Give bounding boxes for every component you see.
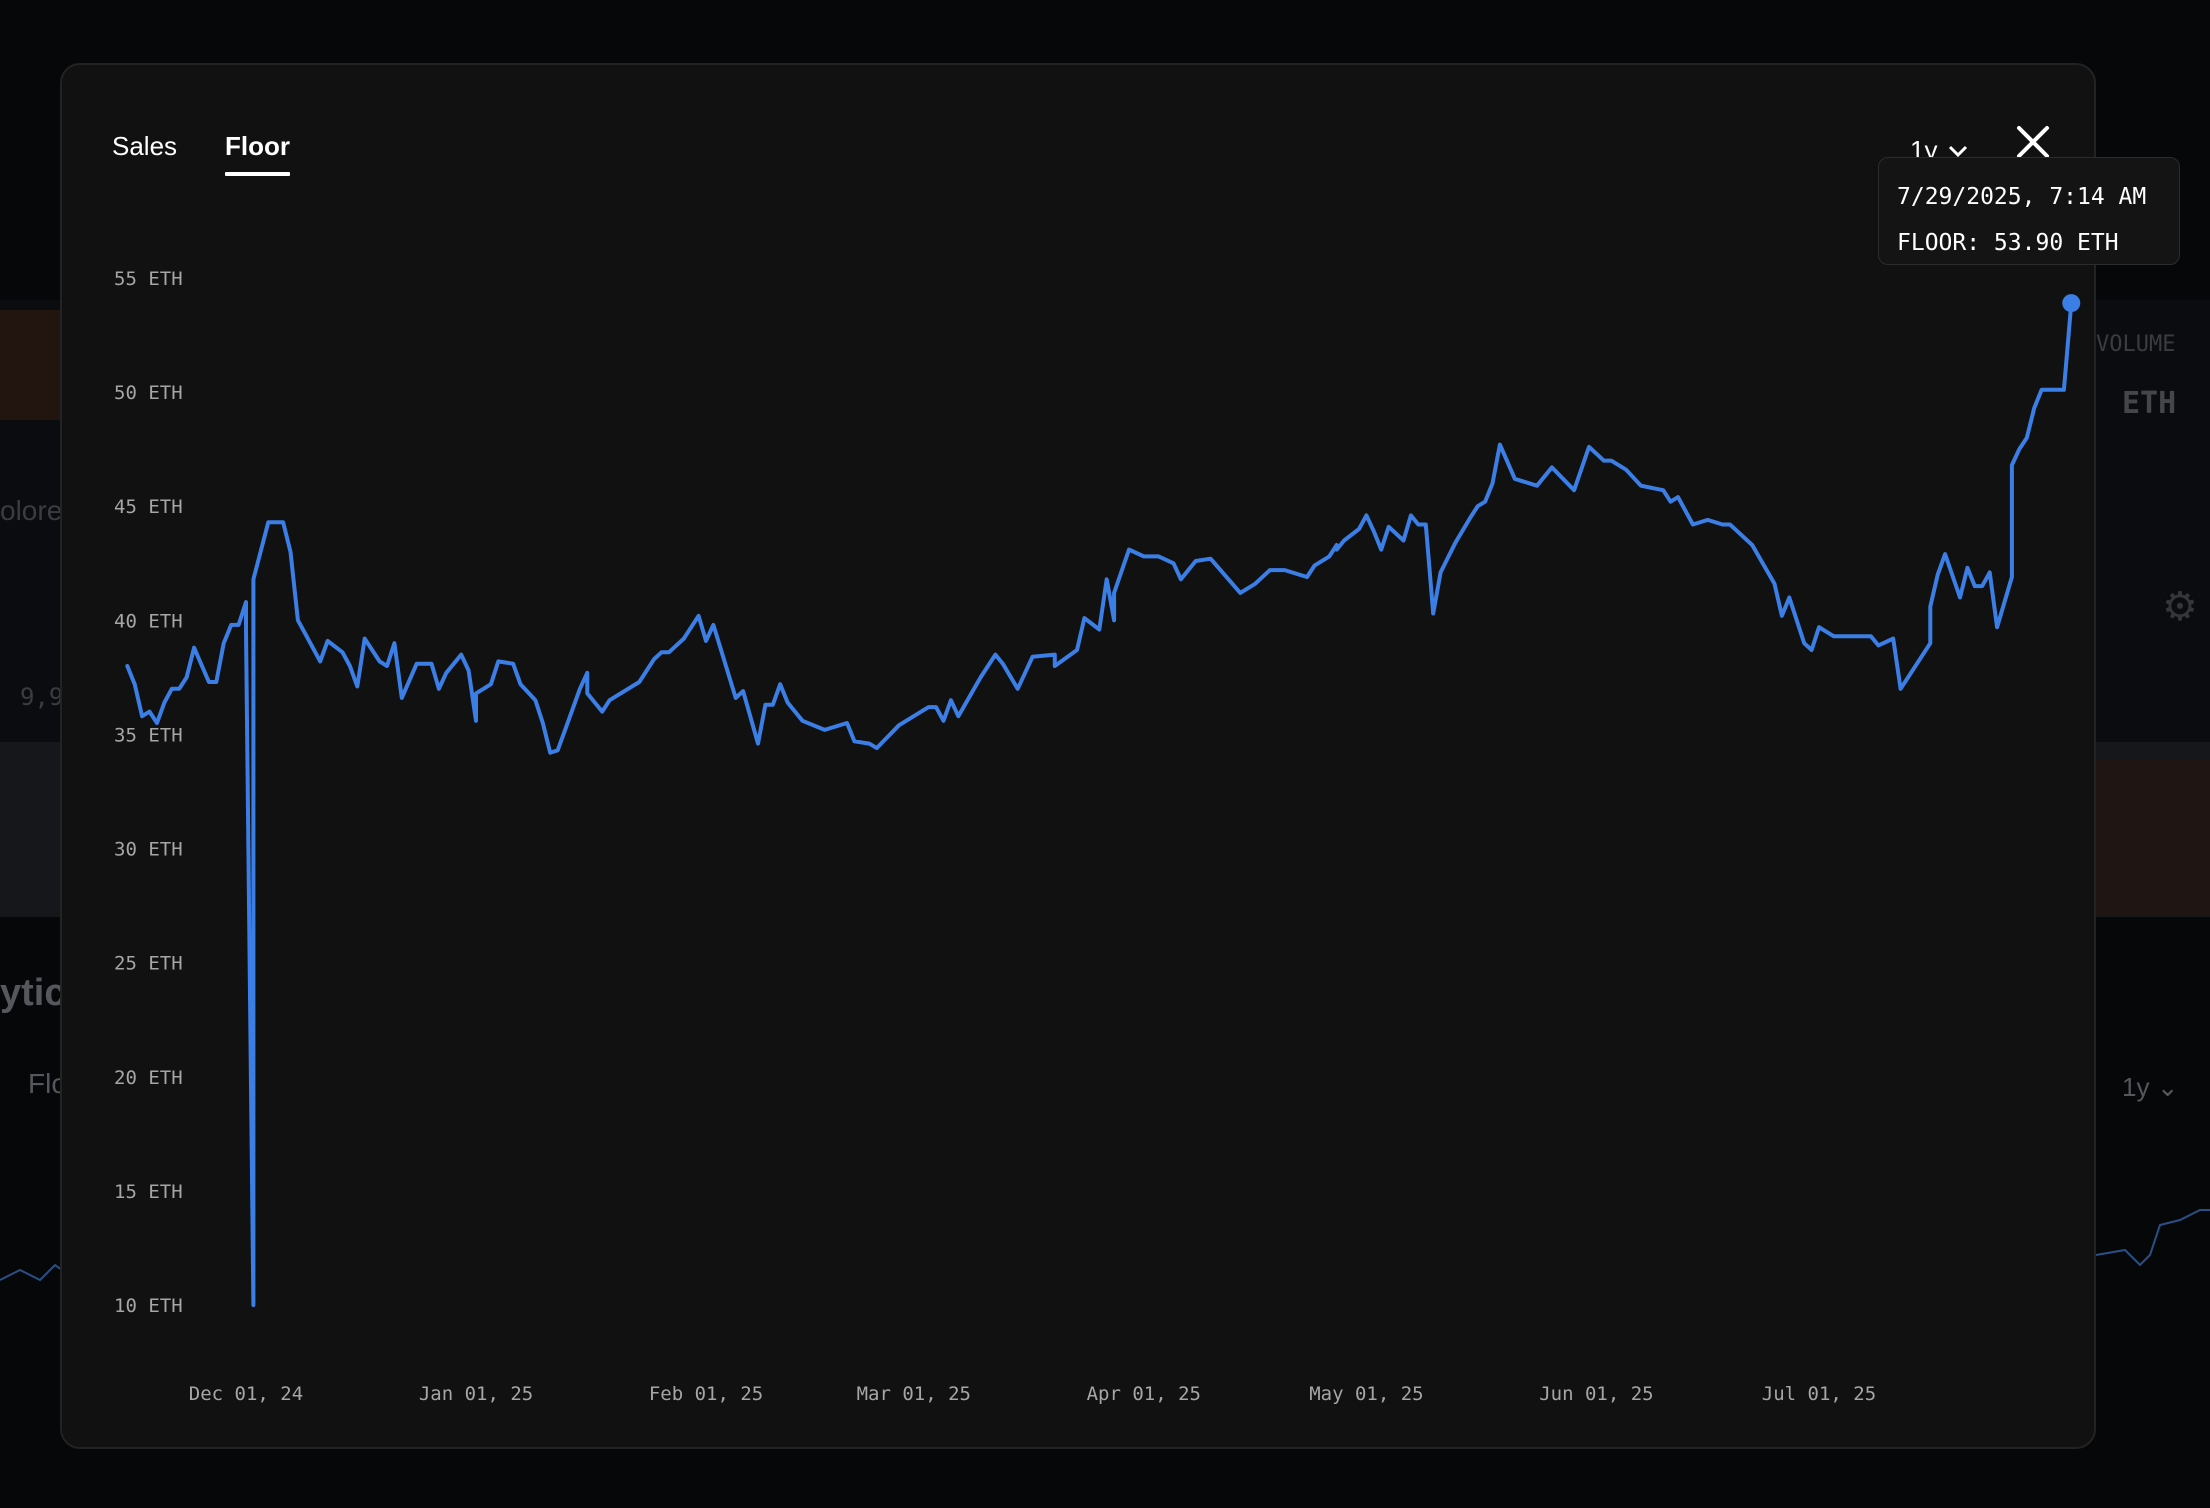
x-tick-label: Jun 01, 25 bbox=[1539, 1383, 1653, 1405]
close-icon[interactable] bbox=[2008, 117, 2058, 167]
gear-icon: ⚙ bbox=[2162, 585, 2198, 629]
x-tick-label: Apr 01, 25 bbox=[1087, 1383, 1201, 1405]
y-tick-label: 20 ETH bbox=[114, 1067, 183, 1089]
tab-sales[interactable]: Sales bbox=[112, 131, 178, 161]
y-tick-label: 15 ETH bbox=[114, 1181, 183, 1203]
item-thumbnail bbox=[2080, 760, 2210, 915]
floor-price-chart[interactable]: 55 ETH 50 ETH 45 ETH 40 ETH 35 ETH 30 ETH 25 E… bbox=[62, 65, 2094, 1447]
floor-chart-modal: Sales Floor 1y 55 ETH 50 ETH 45 ETH 40 ETH 3… bbox=[60, 63, 2096, 1449]
volume-unit: ETH bbox=[2122, 386, 2177, 421]
floor-line bbox=[125, 301, 2074, 1307]
y-tick-label: 35 ETH bbox=[114, 724, 183, 746]
x-tick-label: Feb 01, 25 bbox=[649, 1383, 763, 1405]
chart-tabs: Sales Floor bbox=[112, 131, 291, 176]
series-floor bbox=[125, 294, 2081, 1307]
chart-tooltip: 7/29/2025, 7:14 AM FLOOR: 53.90 ETH bbox=[1878, 157, 2180, 265]
x-tick-label: Dec 01, 24 bbox=[189, 1383, 303, 1405]
tab-floor[interactable]: Floor bbox=[225, 131, 291, 176]
y-tick-label: 25 ETH bbox=[114, 953, 183, 975]
y-tick-label: 30 ETH bbox=[114, 839, 183, 861]
y-tick-label: 40 ETH bbox=[114, 610, 183, 632]
analytics-title: ytic bbox=[0, 972, 66, 1014]
y-tick-label: 45 ETH bbox=[114, 496, 183, 518]
x-tick-label: Mar 01, 25 bbox=[857, 1383, 971, 1405]
y-tick-label: 55 ETH bbox=[114, 268, 183, 290]
y-tick-label: 10 ETH bbox=[114, 1295, 183, 1317]
background-range-select: 1y ⌄ bbox=[2122, 1072, 2179, 1102]
x-tick-label: Jan 01, 25 bbox=[419, 1383, 533, 1405]
y-tick-label: 50 ETH bbox=[114, 382, 183, 404]
highlight-point[interactable] bbox=[2062, 294, 2081, 313]
collection-avatar bbox=[0, 310, 60, 420]
tooltip-value: FLOOR: 53.90 ETH bbox=[1897, 230, 2119, 256]
volume-label: VOLUME bbox=[2096, 332, 2176, 357]
x-axis: Dec 01, 24 Jan 01, 25 Feb 01, 25 Mar 01, 25… bbox=[189, 1383, 1876, 1405]
explore-link: olore bbox=[0, 495, 63, 526]
y-axis: 55 ETH 50 ETH 45 ETH 40 ETH 35 ETH 30 ETH 25 E… bbox=[114, 268, 183, 1317]
x-tick-label: Jul 01, 25 bbox=[1762, 1383, 1876, 1405]
tooltip-date: 7/29/2025, 7:14 AM bbox=[1897, 184, 2147, 210]
stat-value-fragment: 9,9 bbox=[20, 683, 64, 711]
background-chart-line bbox=[0, 1209, 2210, 1282]
x-tick-label: May 01, 25 bbox=[1309, 1383, 1423, 1405]
chevron-down-icon bbox=[1949, 145, 1968, 157]
